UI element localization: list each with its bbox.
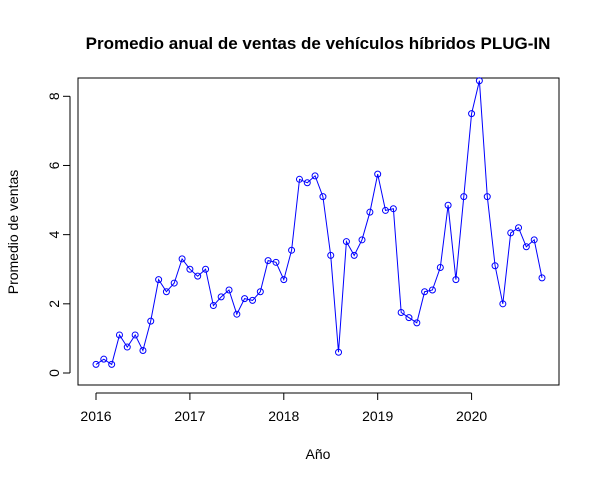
- data-point: [311, 172, 319, 180]
- data-point: [115, 331, 123, 339]
- data-point: [538, 274, 546, 282]
- data-point: [499, 300, 507, 308]
- y-axis: 0 2 4 6 8: [46, 92, 71, 377]
- data-point: [436, 264, 444, 272]
- data-point: [327, 251, 335, 259]
- data-point: [264, 257, 272, 265]
- y-tick-label: 0: [46, 369, 62, 377]
- plot-frame: [77, 77, 560, 386]
- x-tick-label: 2016: [80, 408, 111, 424]
- data-point: [170, 279, 178, 287]
- x-tick-label: 2019: [362, 408, 393, 424]
- data-point: [202, 265, 210, 273]
- data-point: [147, 317, 155, 325]
- series-group: [92, 77, 546, 368]
- data-point: [389, 205, 397, 213]
- y-tick-label: 4: [46, 231, 62, 239]
- data-point: [335, 348, 343, 356]
- data-point: [100, 355, 108, 363]
- data-point: [131, 331, 139, 339]
- x-axis: 2016 2017 2018 2019 2020: [80, 392, 487, 424]
- y-tick-label: 6: [46, 161, 62, 169]
- data-point: [397, 308, 405, 316]
- x-tick-label: 2017: [174, 408, 205, 424]
- data-point: [483, 193, 491, 201]
- x-tick-label: 2020: [456, 408, 487, 424]
- data-point: [428, 286, 436, 294]
- data-point: [209, 302, 217, 310]
- data-point: [507, 229, 515, 237]
- data-point: [108, 360, 116, 368]
- data-point: [366, 208, 374, 216]
- data-point: [123, 343, 131, 351]
- data-point: [515, 224, 523, 232]
- data-point: [444, 201, 452, 209]
- data-point: [413, 319, 421, 327]
- data-point: [381, 206, 389, 214]
- data-point: [256, 288, 264, 296]
- data-point: [280, 276, 288, 284]
- data-point: [249, 296, 257, 304]
- y-tick-label: 8: [46, 92, 62, 100]
- data-point: [350, 251, 358, 259]
- data-point: [421, 288, 429, 296]
- data-point: [452, 276, 460, 284]
- data-point: [374, 170, 382, 178]
- data-point: [155, 276, 163, 284]
- chart-title: Promedio anual de ventas de vehículos hí…: [86, 34, 551, 53]
- y-axis-label: Promedio de ventas: [5, 170, 21, 295]
- data-point: [139, 347, 147, 355]
- data-point: [225, 286, 233, 294]
- data-point: [178, 255, 186, 263]
- data-point: [162, 288, 170, 296]
- data-point: [241, 295, 249, 303]
- data-point: [217, 293, 225, 301]
- data-point: [491, 262, 499, 270]
- data-point: [319, 193, 327, 201]
- y-tick-label: 2: [46, 300, 62, 308]
- x-tick-label: 2018: [268, 408, 299, 424]
- data-point: [194, 272, 202, 280]
- data-point: [92, 360, 100, 368]
- data-point: [530, 236, 538, 244]
- data-point: [288, 246, 296, 254]
- data-point: [405, 314, 413, 322]
- x-axis-label: Año: [306, 446, 331, 462]
- data-point: [358, 236, 366, 244]
- data-point: [233, 310, 241, 318]
- data-point: [272, 258, 280, 266]
- data-point: [468, 110, 476, 118]
- series-line: [95, 80, 543, 366]
- data-point: [475, 77, 483, 85]
- data-point: [295, 175, 303, 183]
- data-point: [460, 193, 468, 201]
- data-point: [522, 243, 530, 251]
- data-point: [303, 179, 311, 187]
- data-point: [186, 265, 194, 273]
- data-point: [342, 238, 350, 246]
